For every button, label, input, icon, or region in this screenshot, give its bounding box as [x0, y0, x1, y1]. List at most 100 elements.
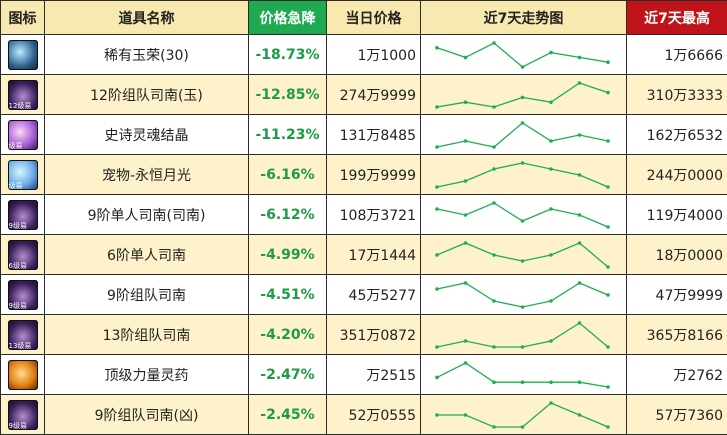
item-name: 13阶组队司南	[45, 315, 249, 355]
header-row: 图标 道具名称 价格急降 当日价格 近7天走势图 近7天最高	[1, 1, 727, 35]
header-price-drop: 价格急降	[249, 1, 327, 35]
trend-point	[492, 253, 496, 257]
trend-point	[521, 121, 525, 125]
trend-sparkline	[421, 36, 625, 74]
trend-sparkline	[421, 236, 625, 274]
trend-point	[549, 139, 553, 143]
item-badge: 级易	[9, 142, 23, 150]
price-drop-percent: -12.85%	[249, 75, 327, 115]
trend-point	[549, 50, 553, 54]
trend-point	[578, 380, 582, 384]
price-drop-percent: -4.99%	[249, 235, 327, 275]
gem-icon	[8, 40, 38, 70]
trend-line	[437, 403, 608, 427]
trend-point	[464, 361, 468, 365]
trend-point	[521, 95, 525, 99]
trend-point	[435, 105, 439, 109]
item-icon-cell: 9级易	[1, 195, 45, 235]
trend-line	[437, 243, 608, 267]
item-name: 9阶单人司南(司南)	[45, 195, 249, 235]
horse-icon: 6级易	[8, 240, 38, 270]
crystal-icon: 级易	[8, 120, 38, 150]
trend-point	[578, 213, 582, 217]
trend-point	[549, 253, 553, 257]
trend-point	[578, 321, 582, 325]
item-icon-cell: 6级易	[1, 235, 45, 275]
trend-point	[606, 185, 610, 189]
moon-icon: 级易	[8, 160, 38, 190]
price-drop-percent: -6.16%	[249, 155, 327, 195]
horse-icon: 12级易	[8, 80, 38, 110]
trend-point	[606, 265, 610, 269]
trend-point	[492, 201, 496, 205]
seven-day-high: 18万0000	[627, 235, 727, 275]
item-name: 稀有玉荣(30)	[45, 35, 249, 75]
trend-chart-cell	[421, 195, 627, 235]
trend-point	[464, 281, 468, 285]
trend-chart-cell	[421, 75, 627, 115]
today-price: 1万1000	[327, 35, 421, 75]
item-name: 顶级力量灵药	[45, 355, 249, 395]
item-badge: 13级易	[9, 342, 32, 350]
trend-point	[521, 380, 525, 384]
item-badge: 9级易	[9, 302, 27, 310]
header-today-price: 当日价格	[327, 1, 421, 35]
trend-point	[464, 100, 468, 104]
trend-point	[578, 413, 582, 417]
item-name: 9阶组队司南	[45, 275, 249, 315]
trend-point	[578, 55, 582, 59]
trend-chart-cell	[421, 115, 627, 155]
trend-point	[549, 167, 553, 171]
trend-chart-cell	[421, 35, 627, 75]
seven-day-high: 47万9999	[627, 275, 727, 315]
seven-day-high: 57万7360	[627, 395, 727, 435]
trend-point	[521, 259, 525, 263]
seven-day-high: 1万6666	[627, 35, 727, 75]
trend-point	[521, 345, 525, 349]
seven-day-high: 244万0000	[627, 155, 727, 195]
trend-point	[464, 139, 468, 143]
trend-point	[578, 241, 582, 245]
trend-point	[606, 90, 610, 94]
item-icon-cell	[1, 35, 45, 75]
trend-sparkline	[421, 316, 625, 354]
today-price: 万2515	[327, 355, 421, 395]
trend-point	[435, 145, 439, 149]
trend-point	[606, 345, 610, 349]
trend-sparkline	[421, 356, 625, 394]
trend-point	[606, 385, 610, 389]
horse-icon: 9级易	[8, 400, 38, 430]
today-price: 274万9999	[327, 75, 421, 115]
trend-point	[464, 339, 468, 343]
trend-point	[549, 207, 553, 211]
trend-line	[437, 43, 608, 67]
trend-point	[435, 413, 439, 417]
trend-point	[578, 133, 582, 137]
seven-day-high: 162万6532	[627, 115, 727, 155]
header-item-name: 道具名称	[45, 1, 249, 35]
header-7day-high: 近7天最高	[627, 1, 727, 35]
header-icon: 图标	[1, 1, 45, 35]
horse-icon: 13级易	[8, 320, 38, 350]
trend-point	[464, 55, 468, 59]
trend-sparkline	[421, 156, 625, 194]
item-name: 9阶组队司南(凶)	[45, 395, 249, 435]
trend-point	[435, 345, 439, 349]
trend-chart-cell	[421, 355, 627, 395]
trend-point	[464, 241, 468, 245]
trend-sparkline	[421, 276, 625, 314]
seven-day-high: 365万8166	[627, 315, 727, 355]
trend-point	[492, 145, 496, 149]
item-badge: 9级易	[9, 222, 27, 230]
trend-line	[437, 203, 608, 227]
price-drop-percent: -4.51%	[249, 275, 327, 315]
seven-day-high: 119万4000	[627, 195, 727, 235]
potion-icon	[8, 360, 38, 390]
horse-icon: 9级易	[8, 200, 38, 230]
trend-line	[437, 163, 608, 187]
